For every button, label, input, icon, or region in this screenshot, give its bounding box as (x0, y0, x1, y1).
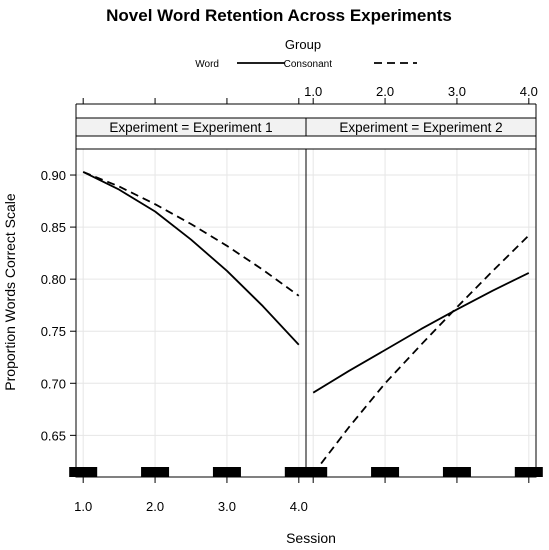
series-line-word-panel-2 (312, 272, 530, 394)
rug-block (69, 467, 98, 477)
rug-block (284, 467, 313, 477)
rug-block (514, 467, 543, 477)
y-tick-label: 0.80 (41, 272, 66, 287)
rug-block (299, 467, 328, 477)
x-tick-label-bottom: 1.0 (74, 499, 92, 514)
rug-block (442, 467, 471, 477)
legend-label-word: Word (195, 59, 219, 70)
panel-strip-label-1: Experiment = Experiment 1 (109, 120, 272, 135)
axes: 0.65 0.70 0.75 0.80 0.85 0.90 1.0 2.0 3.0 4.0 1.0 2… (41, 84, 538, 514)
y-tick-label: 0.65 (41, 428, 66, 443)
panel-frame-2 (305, 148, 537, 478)
series-line-word-panel-1 (82, 171, 300, 346)
legend: Word Consonant (195, 59, 417, 70)
x-tick-label-top: 4.0 (520, 84, 538, 99)
x-tick-label-bottom: 3.0 (218, 499, 236, 514)
rug-block (141, 467, 170, 477)
panel-strip-label-2: Experiment = Experiment 2 (339, 120, 502, 135)
y-tick-label: 0.85 (41, 220, 66, 235)
x-tick-label-top: 3.0 (448, 84, 466, 99)
x-tick-label-bottom: 4.0 (290, 499, 308, 514)
y-axis-label: Proportion Words Correct Scale (2, 193, 18, 391)
legend-title: Group (285, 37, 321, 52)
series-line-consonant-panel-1 (82, 171, 300, 297)
panel-strips: Experiment = Experiment 1 Experiment = Ex… (75, 117, 537, 137)
x-tick-label-top: 2.0 (376, 84, 394, 99)
y-tick-label: 0.70 (41, 376, 66, 391)
rug-block (371, 467, 400, 477)
data-series (69, 171, 543, 477)
gridlines (76, 149, 536, 477)
chart-title: Novel Word Retention Across Experiments (106, 6, 452, 25)
legend-label-consonant: Consonant (284, 59, 333, 70)
panel-frames (75, 103, 537, 478)
y-tick-label: 0.75 (41, 324, 66, 339)
x-axis-label: Session (286, 530, 336, 546)
panel-frame-1 (75, 148, 307, 478)
y-tick-label: 0.90 (41, 168, 66, 183)
x-tick-label-bottom: 2.0 (146, 499, 164, 514)
series-line-consonant-panel-2 (312, 234, 530, 475)
rug-block (212, 467, 241, 477)
x-tick-label-top: 1.0 (304, 84, 322, 99)
